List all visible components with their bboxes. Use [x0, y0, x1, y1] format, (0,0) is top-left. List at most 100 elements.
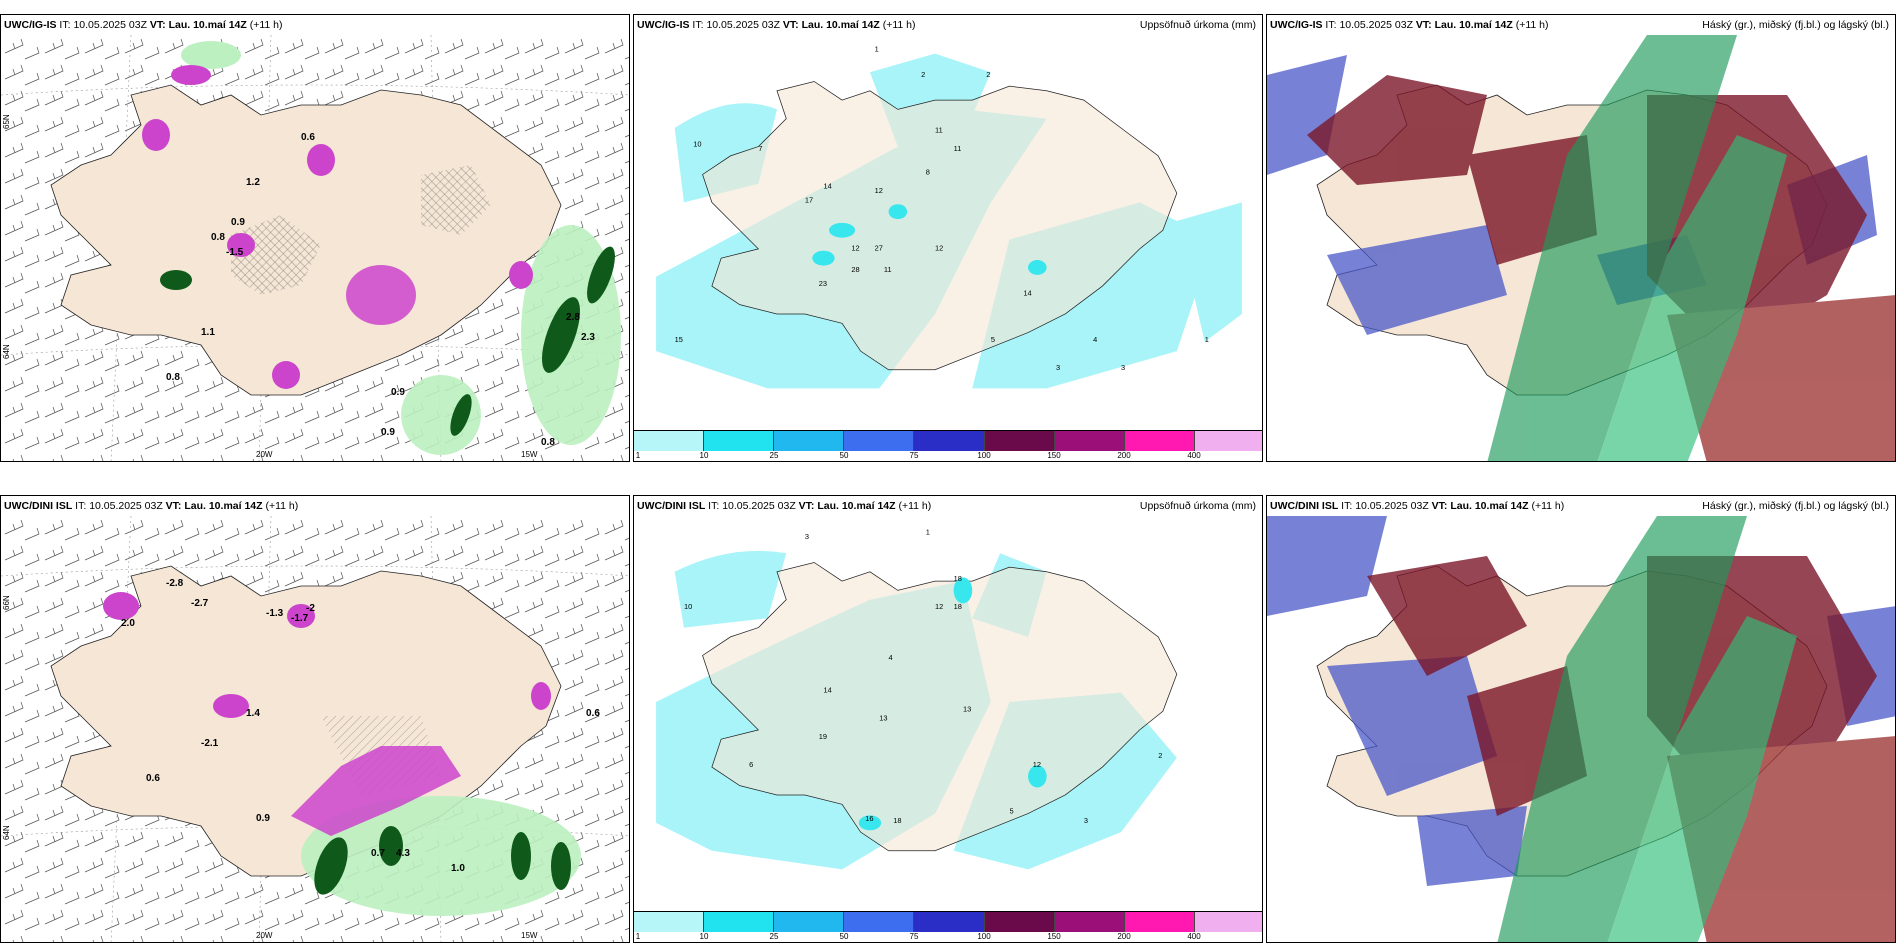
colorbar-swatch	[1124, 912, 1195, 932]
panel-header: UWC/IG-IS IT: 10.05.2025 03Z VT: Lau. 10…	[1, 15, 629, 35]
lon-label: 20W	[256, 931, 273, 940]
precip-label: 4	[889, 653, 893, 662]
panel-temperature-row1: UWC/IG-IS IT: 10.05.2025 03Z VT: Lau. 10…	[0, 14, 630, 462]
colorbar-swatch	[774, 912, 845, 932]
lat-label: 64N	[2, 344, 11, 359]
temp-label: 0.9	[381, 427, 395, 438]
colorbar-label: 100	[977, 451, 991, 460]
colorbar-swatch	[914, 431, 985, 451]
hatch-pattern-icon	[231, 215, 321, 295]
temp-label: 2.8	[566, 312, 580, 323]
precip-green-cells	[160, 41, 621, 455]
temp-label: 1.4	[246, 708, 260, 719]
precip-green-cells	[301, 796, 581, 916]
it-value: 10.05.2025 03Z	[706, 19, 780, 31]
precip-purple-cells	[142, 65, 533, 389]
colorbar-swatch	[774, 431, 845, 451]
colorbar-swatch	[1124, 431, 1195, 451]
colorbar-swatch	[1054, 912, 1125, 932]
precip-label: 3	[1121, 363, 1125, 372]
lat-label: 66N	[2, 595, 11, 610]
precip-label: 13	[963, 704, 971, 713]
lat-label: 65N	[2, 114, 11, 129]
vt-label: VT:	[149, 19, 166, 31]
precip-label: 2	[986, 70, 990, 79]
precip-label: 2	[1158, 751, 1162, 760]
precip-colorbar-labels: 1 10 25 50 75 100 150 200 400	[634, 932, 1262, 942]
temp-label: 2.3	[581, 332, 595, 343]
iceland-landmass	[702, 81, 1178, 371]
lon-label: 20W	[256, 450, 273, 459]
precip-label: 1	[1205, 335, 1209, 344]
precip-colorbar	[634, 430, 1262, 451]
temp-label: 0.8	[541, 437, 555, 448]
precip-label: 10	[693, 140, 701, 149]
precip-label: 18	[954, 574, 962, 583]
precip-label: 8	[926, 167, 930, 176]
colorbar-label: 1	[635, 451, 641, 460]
temp-label: 0.9	[391, 387, 405, 398]
lead-time: (+11 h)	[249, 19, 283, 31]
it-value: 10.05.2025 03Z	[73, 19, 147, 31]
panel-header: UWC/DINI ISL IT: 10.05.2025 03Z VT: Lau.…	[1267, 496, 1895, 516]
model-name: UWC/IG-IS	[1270, 19, 1323, 31]
precip-colorbar-labels: 1 10 25 50 75 100 150 200 400	[634, 451, 1262, 461]
colorbar-label: 400	[1187, 932, 1201, 941]
precip-label: 14	[1023, 288, 1031, 297]
panel-temperature-row2: UWC/DINI ISL IT: 10.05.2025 03Z VT: Lau.…	[0, 495, 630, 943]
temp-label: -2.7	[191, 598, 209, 609]
colorbar-swatch	[704, 431, 775, 451]
colorbar-swatch	[634, 912, 705, 932]
cloud-high	[1497, 516, 1797, 942]
vt-label: VT:	[1431, 500, 1448, 512]
precip-label: 3	[1056, 363, 1060, 372]
colorbar-label: 150	[1047, 451, 1061, 460]
precip-colorbar	[634, 911, 1262, 932]
temp-label: -1.7	[291, 613, 309, 624]
panel-clouds-row1: UWC/IG-IS IT: 10.05.2025 03Z VT: Lau. 10…	[1266, 14, 1896, 462]
colorbar-label: 400	[1187, 451, 1201, 460]
precip-mid-cells	[812, 204, 1047, 275]
temperature-map: -2.8 -2.7 -1.3 -1.7 -2 2.0 1.4 -2.1 0.6 …	[1, 516, 629, 942]
colorbar-swatch	[914, 912, 985, 932]
precip-label: 4	[1093, 335, 1097, 344]
iceland-landmass	[702, 562, 1178, 852]
temperature-labels: -2.8 -2.7 -1.3 -1.7 -2 2.0 1.4 -2.1 0.6 …	[121, 578, 600, 874]
panel-header: UWC/DINI ISL IT: 10.05.2025 03Z VT: Lau.…	[634, 496, 1262, 516]
it-label: IT:	[692, 19, 704, 31]
temp-label: 1.1	[201, 327, 215, 338]
temp-label: 1.2	[246, 177, 260, 188]
colorbar-swatch	[844, 431, 915, 451]
colorbar-label: 10	[699, 451, 709, 460]
colorbar-label: 75	[909, 932, 919, 941]
vt-value: Lau. 10.maí 14Z	[168, 19, 247, 31]
model-name: UWC/IG-IS	[4, 19, 57, 31]
vt-label: VT:	[782, 19, 799, 31]
vt-value: Lau. 10.maí 14Z	[817, 500, 896, 512]
vt-value: Lau. 10.maí 14Z	[801, 19, 880, 31]
lead-time: (+11 h)	[898, 500, 932, 512]
panel-clouds-row2: UWC/DINI ISL IT: 10.05.2025 03Z VT: Lau.…	[1266, 495, 1896, 943]
precip-label: 11	[935, 126, 943, 135]
precip-labels: 1 2 2 10 7 11 11 8 12 17 14 12 27 28 11 …	[675, 45, 1209, 372]
temp-label: 0.8	[211, 232, 225, 243]
precip-label: 27	[875, 244, 883, 253]
precip-label: 19	[819, 732, 827, 741]
lon-label: 15W	[521, 931, 538, 940]
precip-map: 3 1 10 18 12 18 13 14 19 13 12 16 18 6 5…	[656, 528, 1178, 870]
precip-label: 23	[819, 279, 827, 288]
model-name: UWC/IG-IS	[637, 19, 690, 31]
vt-value: Lau. 10.maí 14Z	[1450, 500, 1529, 512]
temp-label: 0.6	[586, 708, 600, 719]
lead-time: (+11 h)	[1515, 19, 1549, 31]
temp-label: 0.8	[166, 372, 180, 383]
precip-label: 5	[1009, 807, 1013, 816]
colorbar-label: 10	[699, 932, 709, 941]
precip-purple-cells	[103, 592, 551, 836]
temp-label: -1.5	[226, 247, 244, 258]
colorbar-swatch	[1194, 431, 1262, 451]
vt-label: VT:	[798, 500, 815, 512]
vt-label: VT:	[165, 500, 182, 512]
temp-label: 0.7	[371, 848, 385, 859]
precip-label: 18	[893, 816, 901, 825]
